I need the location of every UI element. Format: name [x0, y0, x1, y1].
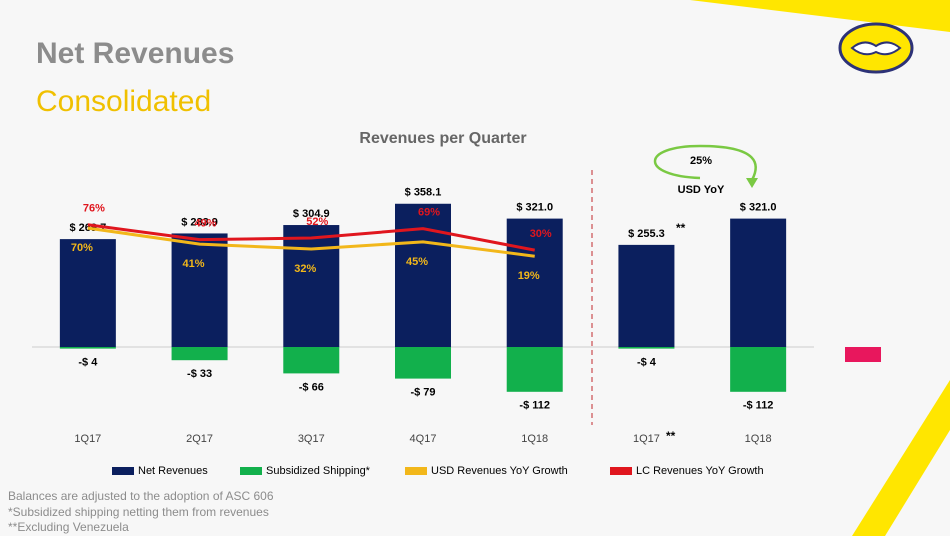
- annotation: **: [676, 221, 686, 235]
- data-label: -$ 33: [187, 368, 212, 380]
- annotation: 25%: [690, 155, 712, 167]
- bar: [395, 203, 451, 347]
- decor-band: [690, 0, 950, 32]
- bar: [618, 244, 675, 347]
- bar: [171, 233, 228, 347]
- footnote: Balances are adjusted to the adoption of…: [8, 489, 274, 503]
- bar: [506, 218, 563, 347]
- x-tick-label: 2Q17: [186, 433, 213, 445]
- chart-title: Revenues per Quarter: [359, 130, 526, 147]
- x-tick-label: 4Q17: [410, 433, 437, 445]
- data-label: 32%: [294, 263, 316, 275]
- legend-swatch: [112, 467, 134, 475]
- bar: [59, 239, 116, 347]
- annotation: USD YoY: [678, 184, 725, 196]
- legend-swatch: [610, 467, 632, 475]
- legend-swatch: [240, 467, 262, 475]
- x-tick-label: 1Q18: [745, 433, 772, 445]
- data-label: 45%: [406, 256, 428, 268]
- annotation: **: [666, 429, 676, 443]
- legend-label: USD Revenues YoY Growth: [431, 465, 568, 477]
- data-label: 49%: [195, 218, 217, 230]
- data-label: $ 255.3: [628, 228, 665, 240]
- data-label: -$ 4: [637, 357, 657, 369]
- bar: [506, 347, 563, 392]
- data-label: 19%: [518, 270, 540, 282]
- x-tick-label: 1Q17: [74, 433, 101, 445]
- data-label: -$ 112: [743, 400, 774, 412]
- data-label: 76%: [83, 203, 105, 215]
- bar: [171, 347, 228, 361]
- bar: [395, 347, 451, 379]
- data-label: 41%: [183, 258, 205, 270]
- data-label: -$ 4: [78, 357, 98, 369]
- data-label: $ 269.7: [70, 222, 107, 234]
- footnote: **Excluding Venezuela: [8, 520, 129, 534]
- bar: [283, 347, 340, 374]
- bar: [730, 218, 787, 347]
- arrow-head: [746, 178, 758, 188]
- data-label: -$ 79: [410, 387, 435, 399]
- line: [87, 226, 535, 258]
- bar: [730, 347, 787, 392]
- bar: [59, 347, 116, 349]
- data-label: -$ 112: [519, 400, 550, 412]
- data-label: 70%: [71, 242, 93, 254]
- slide-title: Net Revenues: [36, 37, 234, 70]
- decor-check: [852, 380, 950, 536]
- x-tick-label: 1Q18: [521, 433, 548, 445]
- bar: [618, 347, 675, 349]
- data-label: $ 321.0: [740, 202, 777, 214]
- bar: [283, 225, 340, 347]
- decor-block: [845, 347, 881, 362]
- legend-label: Net Revenues: [138, 465, 208, 477]
- x-tick-label: 3Q17: [298, 433, 325, 445]
- data-label: $ 358.1: [405, 187, 442, 199]
- footnote: *Subsidized shipping netting them from r…: [8, 505, 269, 519]
- data-label: 30%: [530, 228, 552, 240]
- logo-hands: [850, 41, 902, 56]
- line: [87, 223, 535, 252]
- data-label: $ 321.0: [516, 202, 553, 214]
- x-tick-label: 1Q17: [633, 433, 660, 445]
- growth-arrow: [654, 144, 757, 181]
- data-label: 69%: [418, 207, 440, 219]
- data-label: $ 304.9: [293, 208, 330, 220]
- data-label: $ 283.9: [181, 216, 218, 228]
- data-label: -$ 66: [299, 381, 324, 393]
- slide-subtitle: Consolidated: [36, 85, 211, 118]
- legend-label: Subsidized Shipping*: [266, 465, 371, 477]
- legend-label: LC Revenues YoY Growth: [636, 465, 764, 477]
- data-label: 52%: [306, 216, 328, 228]
- legend-swatch: [405, 467, 427, 475]
